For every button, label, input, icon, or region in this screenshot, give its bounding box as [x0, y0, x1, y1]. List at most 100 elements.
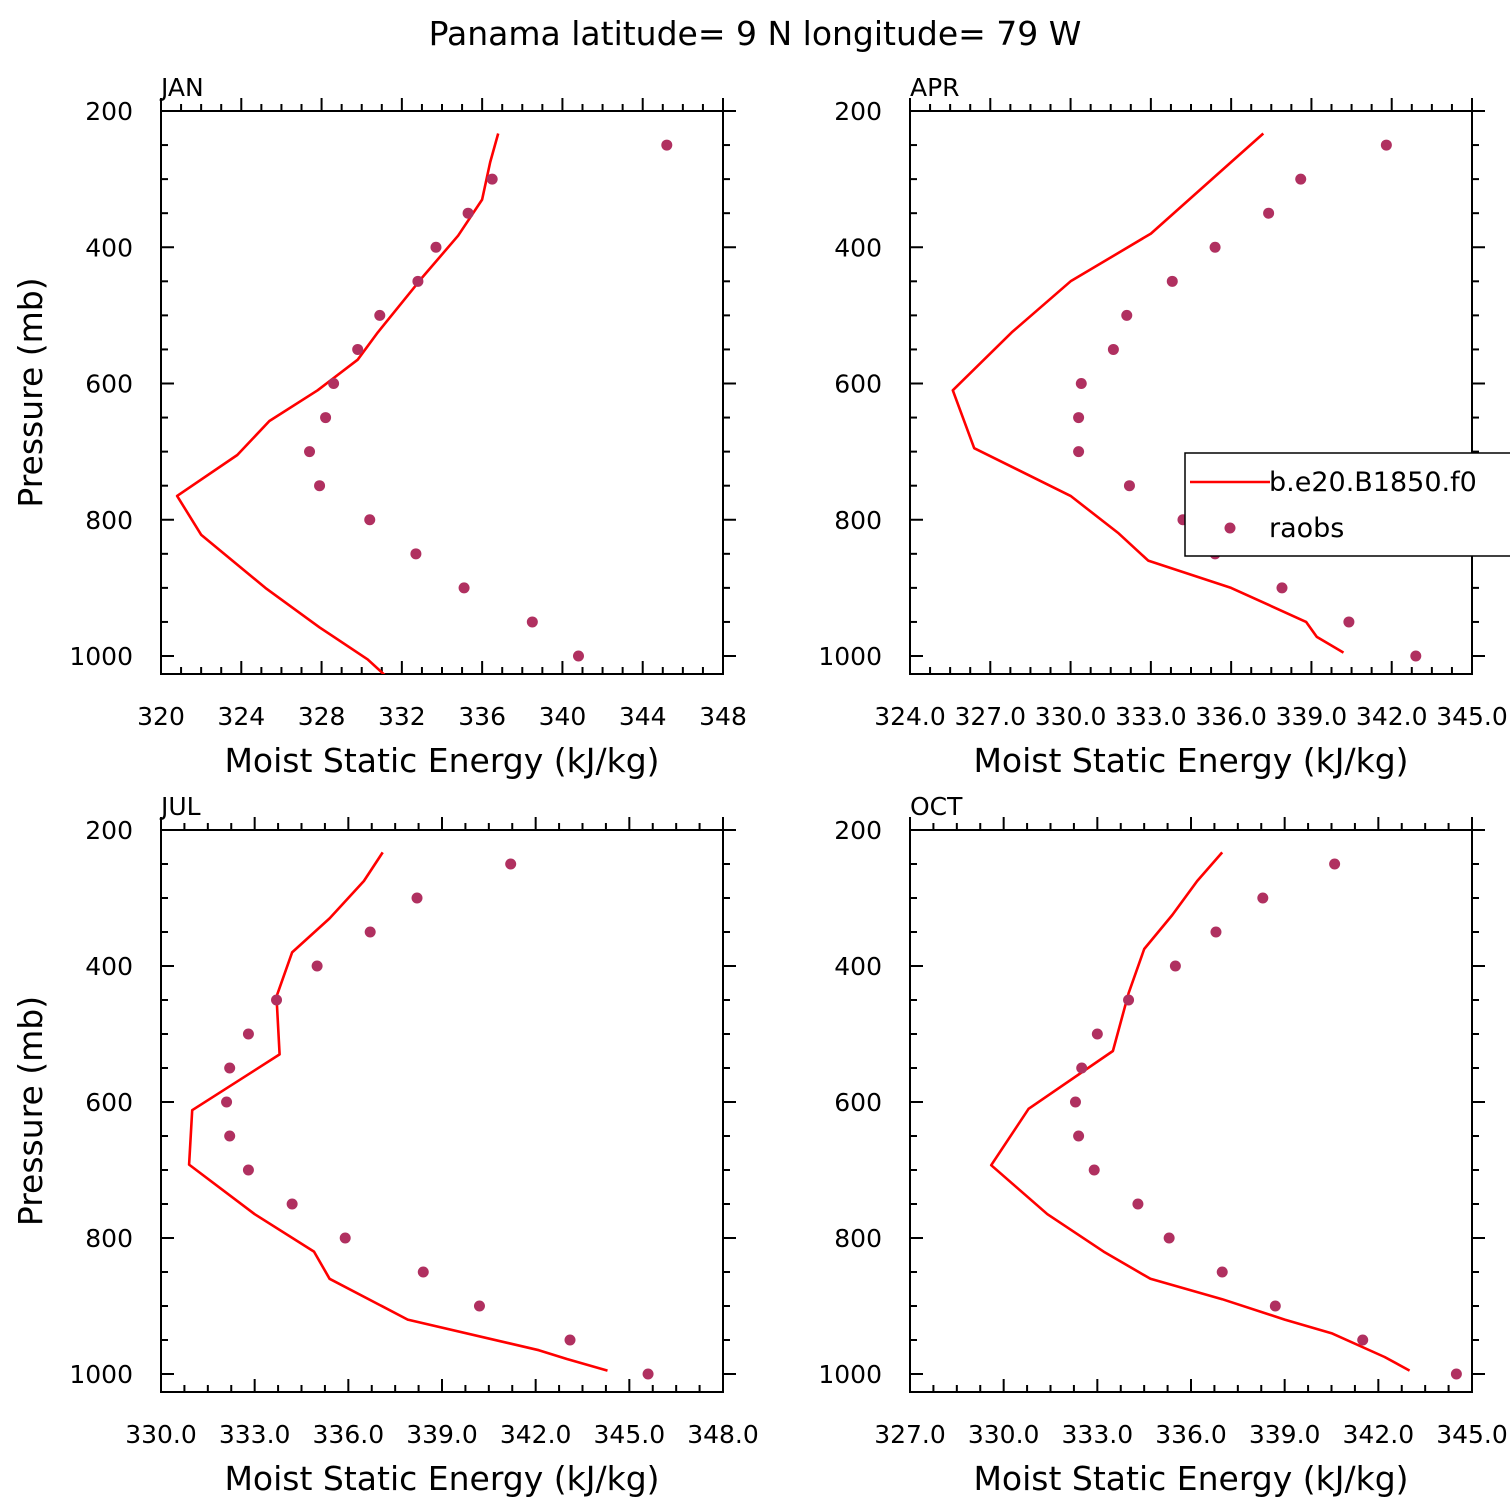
- x-tick-label: 336.0: [313, 1420, 385, 1449]
- plot-frame: [909, 110, 1473, 675]
- x-tick-label: 320: [137, 702, 185, 731]
- panels: 320 324 328 332 336 340 344 348 200 400 600 800 1000…: [11, 73, 1510, 1498]
- raobs-point: [526, 616, 538, 628]
- y-tick-label: 1000: [69, 642, 133, 671]
- x-tick-label: 324: [217, 702, 265, 731]
- panel-jan: 320 324 328 332 336 340 344 348 200 400 600 800 1000…: [11, 73, 747, 780]
- plot-frame: [160, 110, 724, 675]
- panel-label: JUL: [159, 792, 201, 821]
- raobs-point: [1163, 1232, 1175, 1244]
- plot-data: [951, 132, 1422, 662]
- raobs-point: [1257, 892, 1269, 904]
- legend: b.e20.B1850.f0 raobs: [1184, 452, 1510, 557]
- raobs-point: [1295, 173, 1307, 185]
- raobs-point: [412, 275, 424, 287]
- raobs-point: [224, 1130, 236, 1142]
- raobs-point: [1076, 1062, 1088, 1074]
- x-tick-label: 342.0: [1356, 702, 1428, 731]
- y-tick-label: 400: [834, 952, 882, 981]
- raobs-point: [1276, 582, 1288, 594]
- raobs-point: [242, 1164, 254, 1176]
- raobs-point: [242, 1028, 254, 1040]
- x-tick-label: 327.0: [874, 1420, 946, 1449]
- y-tick-label: 200: [85, 816, 133, 845]
- legend-label: raobs: [1269, 513, 1344, 544]
- raobs-point: [1123, 994, 1135, 1006]
- raobs-point: [1075, 378, 1087, 389]
- y-tick-label: 600: [834, 370, 882, 399]
- raobs-point: [1343, 616, 1355, 628]
- model-profile-line: [187, 851, 608, 1372]
- plot-data: [175, 133, 673, 674]
- x-tick-label: 327.0: [954, 702, 1026, 731]
- raobs-point: [286, 1198, 298, 1210]
- x-axis-label: Moist Static Energy (kJ/kg): [973, 741, 1408, 780]
- raobs-point: [1210, 926, 1222, 938]
- x-tick-label: 339.0: [1249, 1420, 1321, 1449]
- panel-jul: 330.0 333.0 336.0 339.0 342.0 345.0 348.0 200 40…: [11, 792, 759, 1498]
- y-tick-label: 800: [85, 1224, 133, 1253]
- plot-frame: [909, 829, 1473, 1393]
- raobs-point: [328, 378, 340, 389]
- raobs-point: [1088, 1164, 1100, 1176]
- raobs-point: [462, 207, 474, 219]
- raobs-point: [430, 241, 442, 253]
- raobs-point: [473, 1300, 485, 1312]
- x-tick-label: 333.0: [1062, 1420, 1134, 1449]
- y-tick-label: 1000: [818, 642, 882, 671]
- y-tick-label: 600: [834, 1088, 882, 1117]
- y-axis-label: Pressure (mb): [11, 277, 50, 507]
- x-tick-label: 348.0: [687, 1420, 759, 1449]
- raobs-point: [374, 309, 386, 321]
- x-tick-label: 345.0: [1436, 702, 1508, 731]
- raobs-point: [1091, 1028, 1103, 1040]
- x-tick-label: 345.0: [1436, 1420, 1508, 1449]
- model-profile-line: [175, 133, 500, 674]
- x-tick-label: 339.0: [406, 1420, 478, 1449]
- x-tick-label: 330.0: [125, 1420, 197, 1449]
- x-tick-label: 330.0: [968, 1420, 1040, 1449]
- y-tick-label: 1000: [69, 1360, 133, 1389]
- raobs-point: [458, 582, 470, 594]
- y-tick-label: 200: [85, 97, 133, 126]
- raobs-point: [417, 1266, 429, 1278]
- y-tick-label: 400: [85, 952, 133, 981]
- plot-data: [187, 851, 654, 1380]
- y-tick-label: 800: [834, 506, 882, 535]
- plot-data: [989, 851, 1462, 1380]
- x-tick-label: 344: [619, 702, 667, 731]
- y-tick-label: 800: [834, 1224, 882, 1253]
- y-tick-label: 200: [834, 816, 882, 845]
- raobs-point: [1132, 1198, 1144, 1210]
- x-tick-label: 342.0: [1343, 1420, 1415, 1449]
- x-tick-label: 333.0: [1115, 702, 1187, 731]
- raobs-point: [505, 858, 517, 870]
- raobs-point: [1410, 650, 1422, 662]
- legend-point-swatch: [1224, 522, 1236, 534]
- raobs-point: [1069, 1096, 1081, 1108]
- raobs-point: [1123, 480, 1135, 492]
- x-tick-label: 348: [699, 702, 747, 731]
- x-tick-label: 342.0: [500, 1420, 572, 1449]
- x-tick-label: 328: [298, 702, 346, 731]
- raobs-point: [1263, 207, 1275, 219]
- x-tick-label: 333.0: [219, 1420, 291, 1449]
- y-tick-label: 600: [85, 370, 133, 399]
- raobs-point: [352, 343, 364, 355]
- raobs-point: [221, 1096, 233, 1108]
- raobs-point: [1329, 858, 1341, 870]
- raobs-point: [1121, 309, 1133, 321]
- raobs-point: [1073, 446, 1085, 458]
- raobs-point: [1107, 343, 1119, 355]
- raobs-point: [1450, 1368, 1462, 1380]
- y-tick-label: 600: [85, 1088, 133, 1117]
- x-tick-label: 332: [378, 702, 426, 731]
- panel-apr: 324.0 327.0 330.0 333.0 336.0 339.0 342.0 345.0…: [818, 73, 1510, 780]
- y-tick-label: 400: [834, 233, 882, 262]
- panel-label: OCT: [910, 792, 963, 821]
- raobs-point: [1380, 139, 1392, 151]
- legend-box: [1184, 452, 1510, 557]
- x-tick-label: 324.0: [874, 702, 946, 731]
- y-tick-label: 800: [85, 506, 133, 535]
